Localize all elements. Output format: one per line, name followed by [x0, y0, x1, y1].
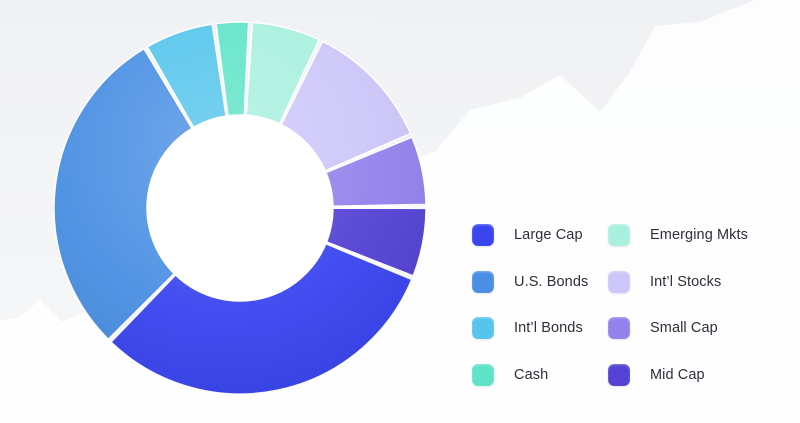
- legend-swatch: [472, 363, 494, 386]
- legend-item-cash: Cash: [472, 361, 608, 389]
- legend-label: Small Cap: [650, 320, 718, 336]
- legend-label: Cash: [514, 366, 549, 383]
- legend-swatch: [608, 317, 630, 339]
- legend-swatch: [608, 363, 630, 386]
- legend-item-small-cap: Small Cap: [608, 314, 768, 342]
- legend-label: Int’l Stocks: [650, 273, 722, 290]
- legend-item-intl-bonds: Int’l Bonds: [472, 314, 608, 342]
- legend-swatch: [472, 224, 494, 246]
- chart-legend: Large Cap Emerging Mkts U.S. Bonds Int’l…: [472, 221, 768, 407]
- legend-item-large-cap: Large Cap: [472, 221, 608, 249]
- legend-label: Large Cap: [514, 227, 583, 243]
- legend-item-intl-stocks: Int’l Stocks: [608, 268, 768, 296]
- legend-item-emerging-mkts: Emerging Mkts: [608, 221, 768, 249]
- legend-label: Mid Cap: [650, 366, 705, 383]
- donut-hole: [147, 115, 333, 301]
- legend-swatch: [608, 224, 630, 246]
- legend-swatch: [472, 317, 494, 339]
- legend-swatch: [608, 270, 630, 293]
- legend-label: U.S. Bonds: [514, 273, 589, 290]
- legend-label: Int’l Bonds: [514, 320, 583, 336]
- legend-swatch: [472, 270, 494, 293]
- legend-label: Emerging Mkts: [650, 227, 748, 243]
- legend-item-us-bonds: U.S. Bonds: [472, 268, 608, 296]
- legend-item-mid-cap: Mid Cap: [608, 361, 768, 389]
